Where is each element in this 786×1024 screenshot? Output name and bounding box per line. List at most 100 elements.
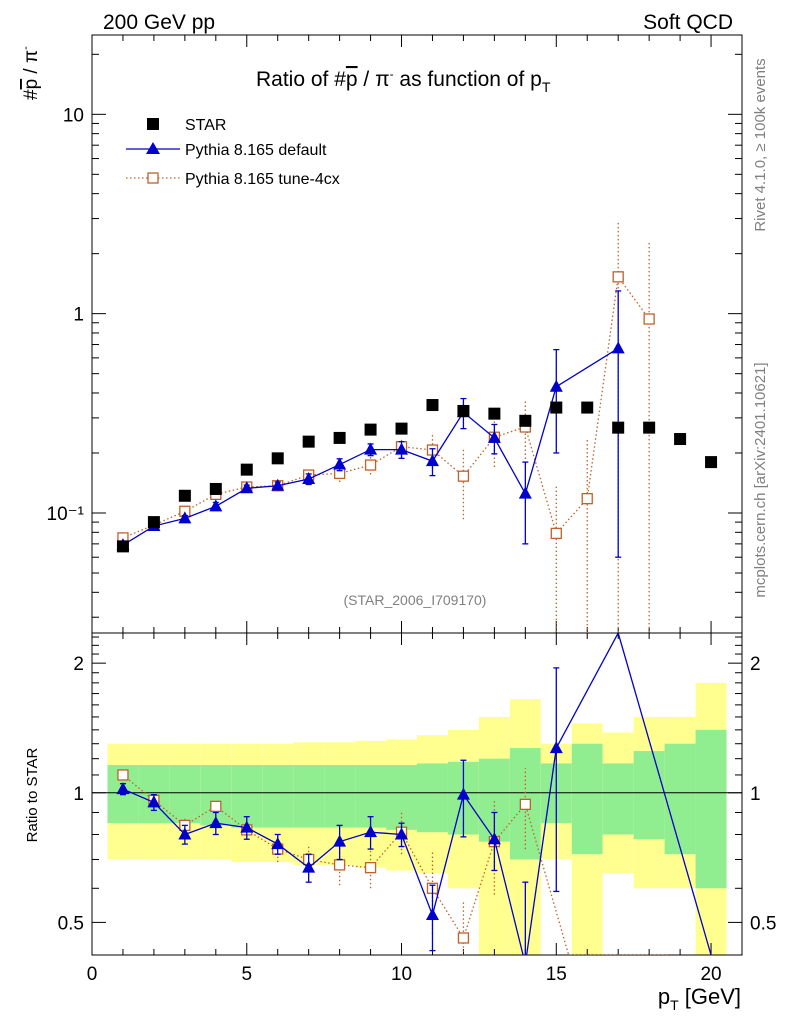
star-point <box>612 421 625 434</box>
main-y-tick-label: 10 <box>63 105 84 126</box>
ratio-default-point <box>364 825 378 838</box>
main-ylabel: #p / π- <box>20 46 42 100</box>
title-mid: / π <box>358 68 390 91</box>
band-inner-bin <box>324 765 356 828</box>
ratio-tune-point <box>210 800 222 812</box>
main-series-group <box>116 221 718 633</box>
legend-default-marker <box>146 142 160 154</box>
x-tick-label: 5 <box>241 964 252 985</box>
x-tick-label: 15 <box>546 964 567 985</box>
main-title: Ratio of #p / π- as function of pT <box>256 67 551 95</box>
ratio-default-point <box>178 827 192 840</box>
star-point <box>116 540 129 553</box>
ylabel-pbar: p <box>21 79 42 90</box>
star-point <box>457 404 470 417</box>
x-tick-label: 0 <box>87 964 98 985</box>
legend-default-label: Pythia 8.165 default <box>185 142 327 159</box>
ratio-default-point <box>487 832 501 845</box>
tune-line <box>122 275 650 539</box>
ratio-tune-point <box>457 932 470 944</box>
ratio-y-tick-label: 1 <box>73 784 84 805</box>
ratio-default-point <box>302 860 316 873</box>
mcplots-label: mcplots.cern.ch [arXiv:2401.10621] <box>752 362 769 597</box>
band-inner-bin <box>633 751 665 840</box>
ratio-ylabel: Ratio to STAR <box>24 747 41 842</box>
default-line <box>122 347 619 546</box>
star-point <box>705 456 718 469</box>
default-point <box>333 457 347 470</box>
ylabel-prefix: # <box>21 89 42 100</box>
tune-point <box>643 313 655 325</box>
band-inner-bin <box>664 743 696 855</box>
star-point <box>302 435 315 448</box>
tune-point <box>581 493 593 505</box>
star-point <box>426 399 439 412</box>
legend-star-label: STAR <box>185 117 226 134</box>
ratio-y-tick-label-right: 2 <box>750 654 761 675</box>
header-left: 200 GeV pp <box>103 11 215 34</box>
rivet-label: Rivet 4.1.0, ≥ 100k events <box>752 58 769 231</box>
ratio-y-tick-label: 0.5 <box>58 913 84 934</box>
star-point <box>674 433 687 446</box>
ratio-default-point <box>116 782 130 795</box>
ratio-bands <box>107 682 727 955</box>
ratio-frame <box>91 632 743 956</box>
title-minus: - <box>390 67 394 81</box>
analysis-watermark: (STAR_2006_I709170) <box>344 592 487 608</box>
x-tick-label: 20 <box>700 964 721 985</box>
ratio-y-tick-label-right: 0.5 <box>750 913 776 934</box>
band-inner-bin <box>695 729 727 889</box>
default-point <box>302 472 316 485</box>
tune-point <box>364 459 377 471</box>
default-point <box>395 442 409 455</box>
ratio-y-tick-label: 2 <box>73 654 84 675</box>
ylabel-minus: - <box>20 46 32 50</box>
star-point <box>488 407 501 420</box>
band-inner-bin <box>386 765 417 830</box>
x-axis-label: pT [GeV] <box>658 984 741 1013</box>
ratio-series-group <box>116 633 712 969</box>
default-point <box>209 499 223 512</box>
legend-tune-label: Pythia 8.165 tune-4cx <box>185 171 340 188</box>
star-point <box>209 482 222 495</box>
xlabel-sub: T <box>670 997 679 1013</box>
ratio-default-point <box>519 957 532 969</box>
star-point <box>178 489 191 502</box>
xlabel-unit: [GeV] <box>679 984 741 1009</box>
title-pbar: p <box>346 68 358 91</box>
main-y-tick-label: 1 <box>73 305 84 326</box>
default-point <box>487 430 501 443</box>
default-point <box>240 481 254 494</box>
legend-star-marker <box>147 118 159 130</box>
legend-tune-marker <box>147 172 159 184</box>
band-inner-bin <box>602 763 634 835</box>
header-right: Soft QCD <box>643 11 733 34</box>
star-point <box>147 516 160 529</box>
x-tick-label: 10 <box>391 964 412 985</box>
default-point <box>364 442 378 455</box>
ratio-tune-point <box>333 859 346 871</box>
default-point <box>611 341 625 354</box>
band-inner-bin <box>169 765 201 824</box>
default-point <box>425 454 439 467</box>
tune-point <box>612 271 624 283</box>
tune-point <box>550 527 562 540</box>
ratio-default-point <box>271 837 285 850</box>
default-point <box>549 379 563 392</box>
band-inner-bin <box>293 765 325 828</box>
star-point <box>519 414 532 427</box>
ratio-default-point <box>333 834 347 847</box>
star-point <box>643 421 656 434</box>
ylabel-mid: / π <box>21 50 42 79</box>
title-suffix: as function of p <box>394 68 542 91</box>
main-y-tick-label: 10⁻¹ <box>47 504 85 525</box>
ratio-tune-point <box>117 769 129 781</box>
band-inner-bin <box>417 763 448 833</box>
title-prefix: Ratio of # <box>256 68 346 91</box>
title-sub: T <box>542 79 551 95</box>
ratio-default-point <box>549 741 563 754</box>
star-point <box>240 463 253 476</box>
star-point <box>364 423 377 436</box>
ratio-default-point <box>395 827 409 840</box>
